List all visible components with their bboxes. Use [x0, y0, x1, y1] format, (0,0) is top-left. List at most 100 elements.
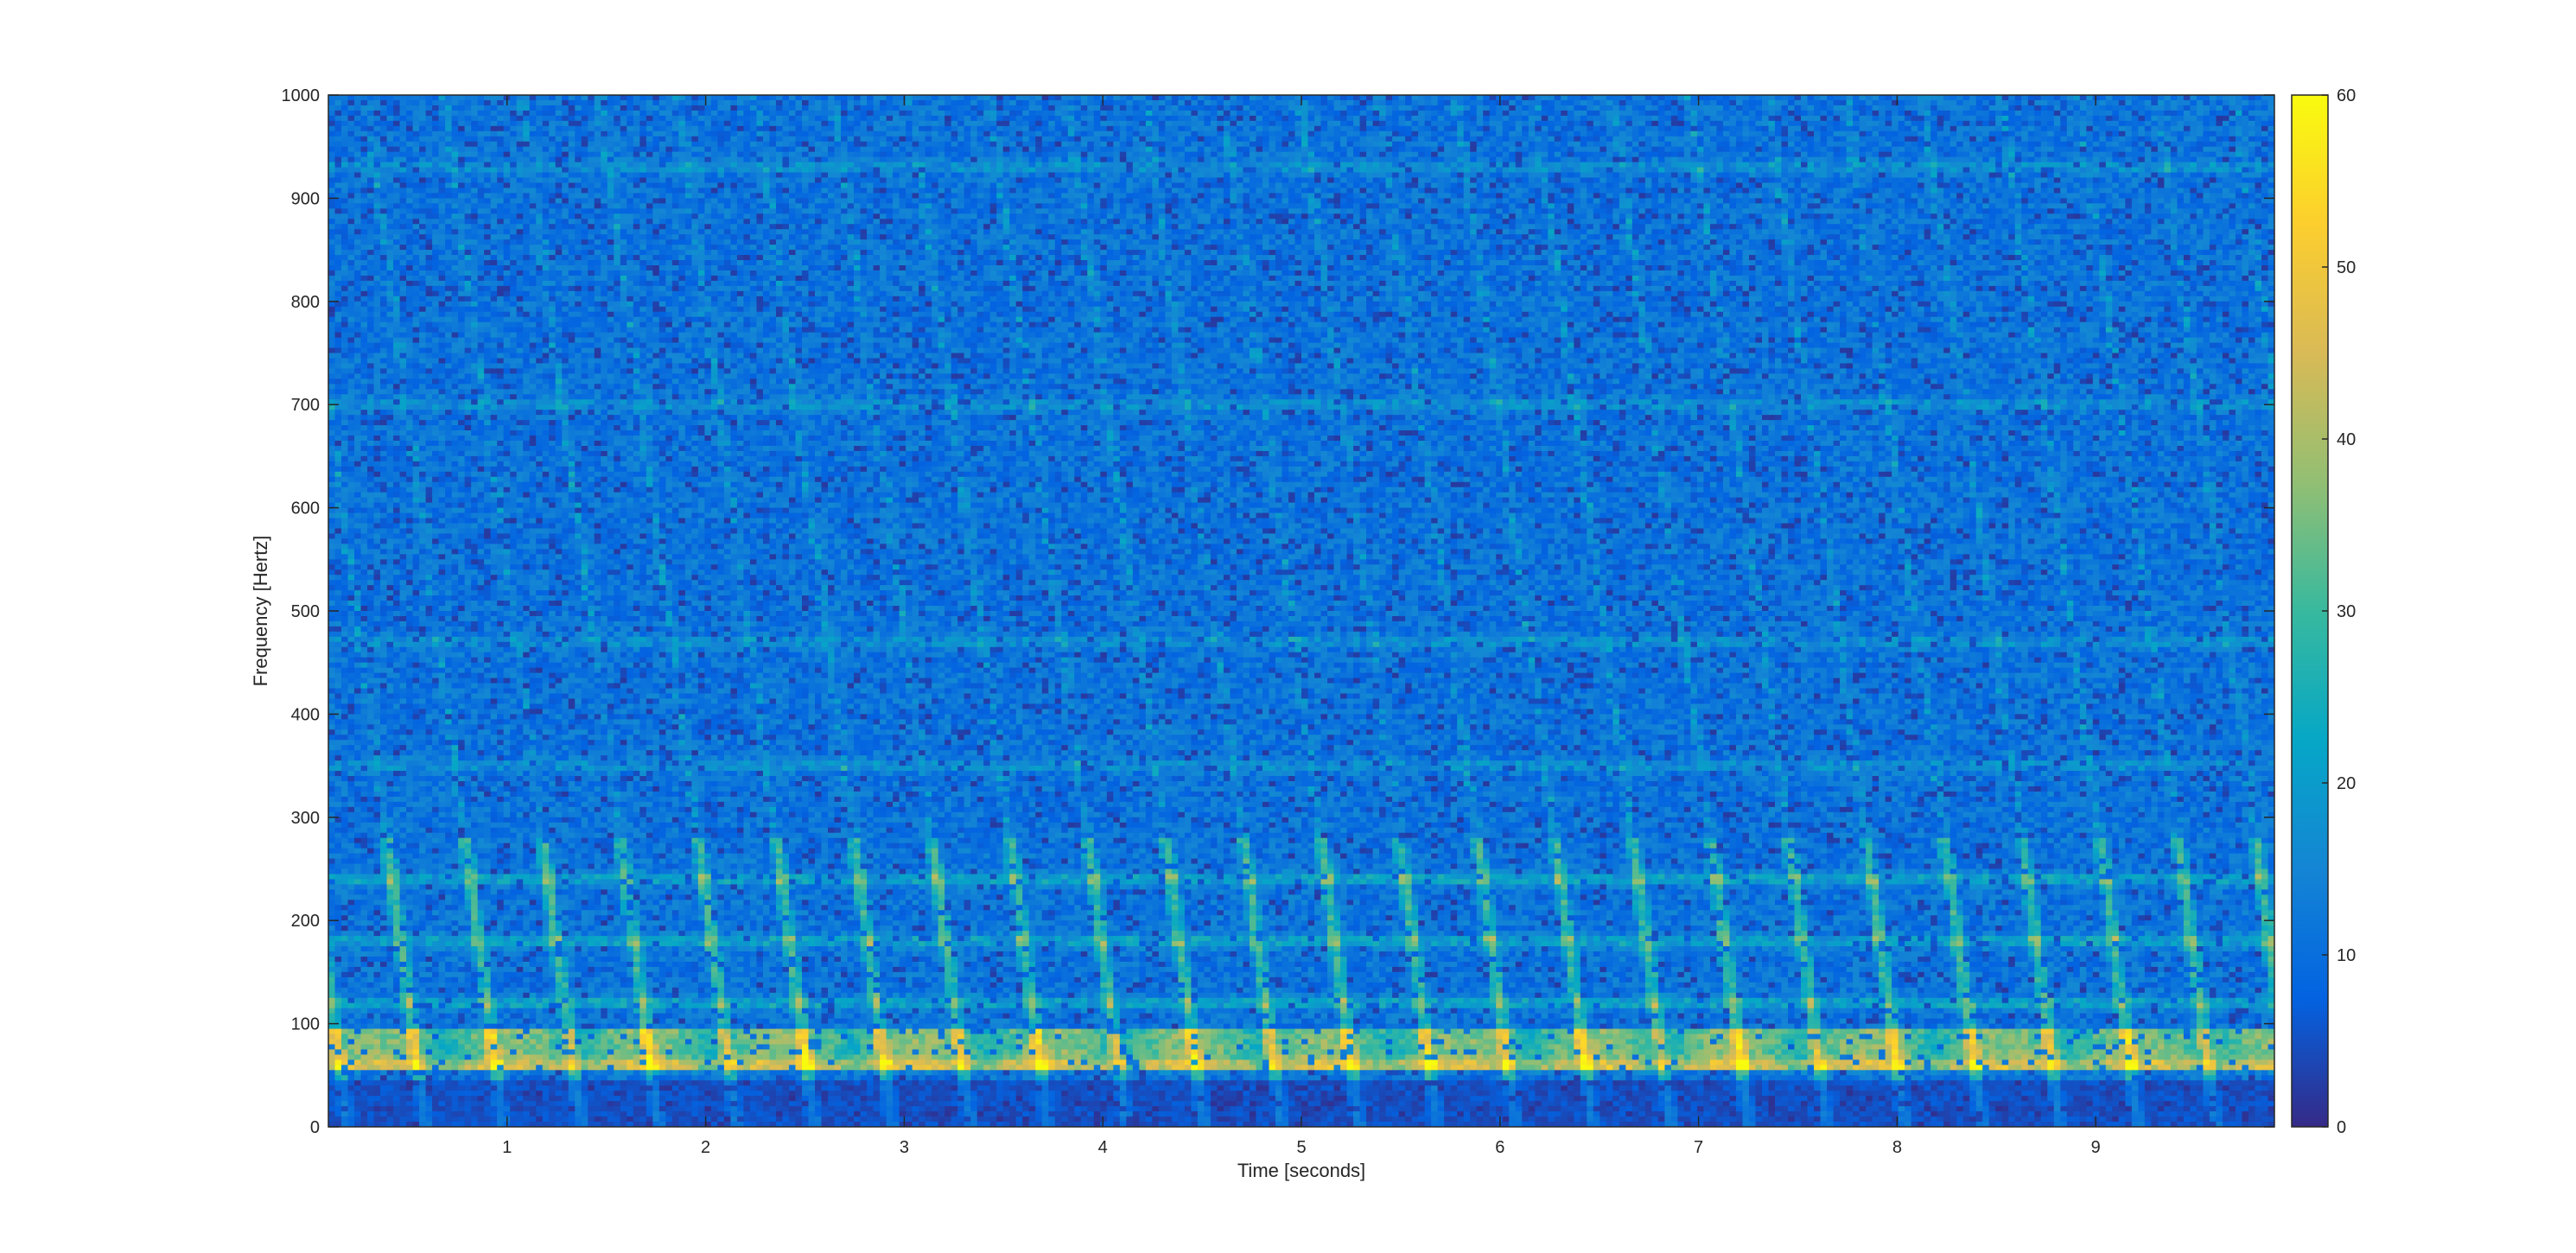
spectrogram-cell	[1353, 126, 1360, 132]
spectrogram-cell	[2034, 121, 2041, 127]
spectrogram-cell	[1581, 105, 1587, 111]
spectrogram-cell	[491, 100, 498, 106]
spectrogram-cell	[1899, 95, 1905, 101]
spectrogram-cell	[1087, 121, 1094, 127]
spectrogram-cell	[497, 121, 504, 127]
spectrogram-cell	[672, 121, 679, 127]
spectrogram-cell	[711, 111, 718, 117]
spectrogram-cell	[1308, 105, 1315, 111]
spectrogram-cell	[1899, 116, 1905, 122]
spectrogram-cell	[951, 116, 958, 122]
spectrogram-cell	[776, 95, 783, 101]
spectrogram-cell	[1321, 105, 1328, 111]
spectrogram-cell	[1269, 121, 1275, 127]
spectrogram-cell	[1742, 100, 1749, 106]
spectrogram-cell	[1600, 131, 1606, 137]
spectrogram-cell	[822, 131, 829, 137]
spectrogram-cell	[932, 105, 938, 111]
spectrogram-cell	[1529, 121, 1536, 127]
spectrogram-cell	[2028, 95, 2035, 101]
spectrogram-cell	[743, 126, 750, 132]
spectrogram-cell	[523, 116, 530, 122]
spectrogram-cell	[1716, 126, 1723, 132]
spectrogram-cell	[2210, 105, 2217, 111]
spectrogram-cell	[1451, 95, 1458, 101]
spectrogram-cell	[2106, 111, 2113, 117]
spectrogram-cell	[1029, 95, 1036, 101]
spectrogram-cell	[2138, 126, 2145, 132]
spectrogram-cell	[1490, 100, 1497, 106]
spectrogram-cell	[900, 100, 906, 106]
spectrogram-cell	[1152, 121, 1159, 127]
spectrogram-cell	[1470, 116, 1477, 122]
spectrogram-cell	[1282, 100, 1288, 106]
spectrogram-cell	[595, 111, 601, 117]
spectrogram-cell	[536, 105, 543, 111]
spectrogram-cell	[1081, 131, 1088, 137]
spectrogram-cell	[1762, 100, 1769, 106]
spectrogram-cell	[964, 121, 971, 127]
spectrogram-cell	[1314, 121, 1321, 127]
spectrogram-cell	[1159, 111, 1166, 117]
spectrogram-cell	[1535, 105, 1542, 111]
spectrogram-cell	[990, 116, 997, 122]
spectrogram-cell	[2248, 105, 2255, 111]
spectrogram-cell	[743, 100, 750, 106]
spectrogram-cell	[1048, 131, 1055, 137]
spectrogram-cell	[1860, 126, 1867, 132]
spectrogram-cell	[1379, 131, 1386, 137]
spectrogram-cell	[776, 121, 783, 127]
spectrogram-cell	[2236, 95, 2242, 101]
spectrogram-cell	[1185, 121, 1192, 127]
spectrogram-cell	[1152, 126, 1159, 132]
spectrogram-cell	[672, 111, 679, 117]
spectrogram-cell	[1905, 105, 1911, 111]
spectrogram-cell	[601, 131, 607, 137]
spectrogram-cell	[1834, 100, 1841, 106]
spectrogram-cell	[717, 126, 724, 132]
spectrogram-cell	[588, 111, 595, 117]
spectrogram-cell	[1866, 100, 1873, 106]
spectrogram-cell	[1107, 105, 1114, 111]
spectrogram-cell	[1593, 131, 1600, 137]
spectrogram-cell	[1243, 95, 1250, 101]
spectrogram-cell	[465, 121, 472, 127]
spectrogram-cell	[1723, 95, 1730, 101]
spectrogram-cell	[2164, 126, 2171, 132]
spectrogram-cell	[1516, 111, 1523, 117]
spectrogram-cell	[1568, 111, 1574, 117]
spectrogram-cell	[1165, 95, 1172, 101]
spectrogram-cell	[595, 121, 601, 127]
spectrogram-cell	[348, 95, 355, 101]
spectrogram-cell	[1237, 131, 1243, 137]
spectrogram-cell	[983, 95, 990, 101]
spectrogram-cell	[2158, 95, 2165, 101]
spectrogram-cell	[1645, 131, 1652, 137]
spectrogram-cell	[1152, 100, 1159, 106]
spectrogram-cell	[335, 105, 342, 111]
spectrogram-cell	[828, 111, 835, 117]
spectrogram-cell	[1677, 105, 1684, 111]
spectrogram-cell	[1386, 126, 1393, 132]
spectrogram-cell	[387, 116, 394, 122]
spectrogram-cell	[380, 95, 387, 101]
spectrogram-cell	[2145, 95, 2152, 101]
spectrogram-cell	[808, 95, 815, 101]
spectrogram-cell	[906, 105, 913, 111]
spectrogram-cell	[1749, 116, 1756, 122]
spectrogram-cell	[2184, 105, 2191, 111]
spectrogram-cell	[724, 100, 731, 106]
spectrogram-cell	[1016, 131, 1023, 137]
spectrogram-cell	[419, 95, 426, 101]
spectrogram-cell	[1625, 126, 1632, 132]
spectrogram-cell	[996, 116, 1003, 122]
spectrogram-cell	[1444, 126, 1451, 132]
spectrogram-cell	[543, 126, 550, 132]
spectrogram-cell	[1035, 121, 1042, 127]
spectrogram-cell	[2041, 100, 2048, 106]
spectrogram-cell	[1029, 111, 1036, 117]
spectrogram-cell	[2002, 95, 2009, 101]
spectrogram-cell	[1606, 121, 1613, 127]
spectrogram-cell	[1042, 95, 1049, 101]
spectrogram-cell	[452, 100, 459, 106]
